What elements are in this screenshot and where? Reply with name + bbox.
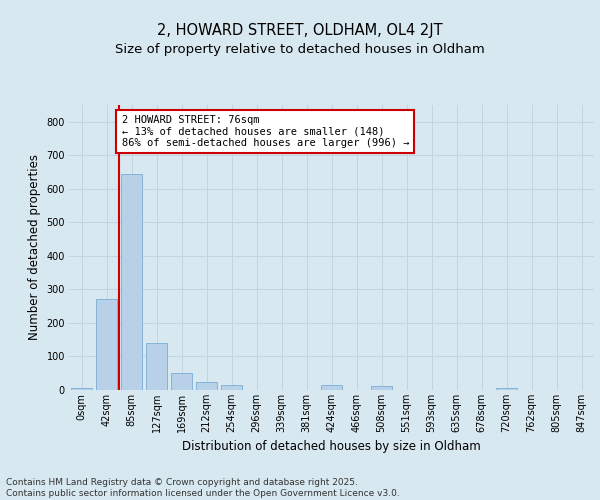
Bar bbox=[196, 382, 217, 390]
Bar bbox=[321, 385, 342, 390]
Bar bbox=[146, 343, 167, 390]
Bar bbox=[171, 373, 192, 390]
Bar bbox=[121, 174, 142, 390]
Bar bbox=[371, 386, 392, 390]
Text: Size of property relative to detached houses in Oldham: Size of property relative to detached ho… bbox=[115, 42, 485, 56]
Bar bbox=[221, 385, 242, 390]
Text: Contains HM Land Registry data © Crown copyright and database right 2025.
Contai: Contains HM Land Registry data © Crown c… bbox=[6, 478, 400, 498]
Bar bbox=[96, 300, 117, 390]
Y-axis label: Number of detached properties: Number of detached properties bbox=[28, 154, 41, 340]
X-axis label: Distribution of detached houses by size in Oldham: Distribution of detached houses by size … bbox=[182, 440, 481, 454]
Text: 2 HOWARD STREET: 76sqm
← 13% of detached houses are smaller (148)
86% of semi-de: 2 HOWARD STREET: 76sqm ← 13% of detached… bbox=[121, 115, 409, 148]
Bar bbox=[496, 388, 517, 390]
Text: 2, HOWARD STREET, OLDHAM, OL4 2JT: 2, HOWARD STREET, OLDHAM, OL4 2JT bbox=[157, 22, 443, 38]
Bar bbox=[71, 388, 92, 390]
